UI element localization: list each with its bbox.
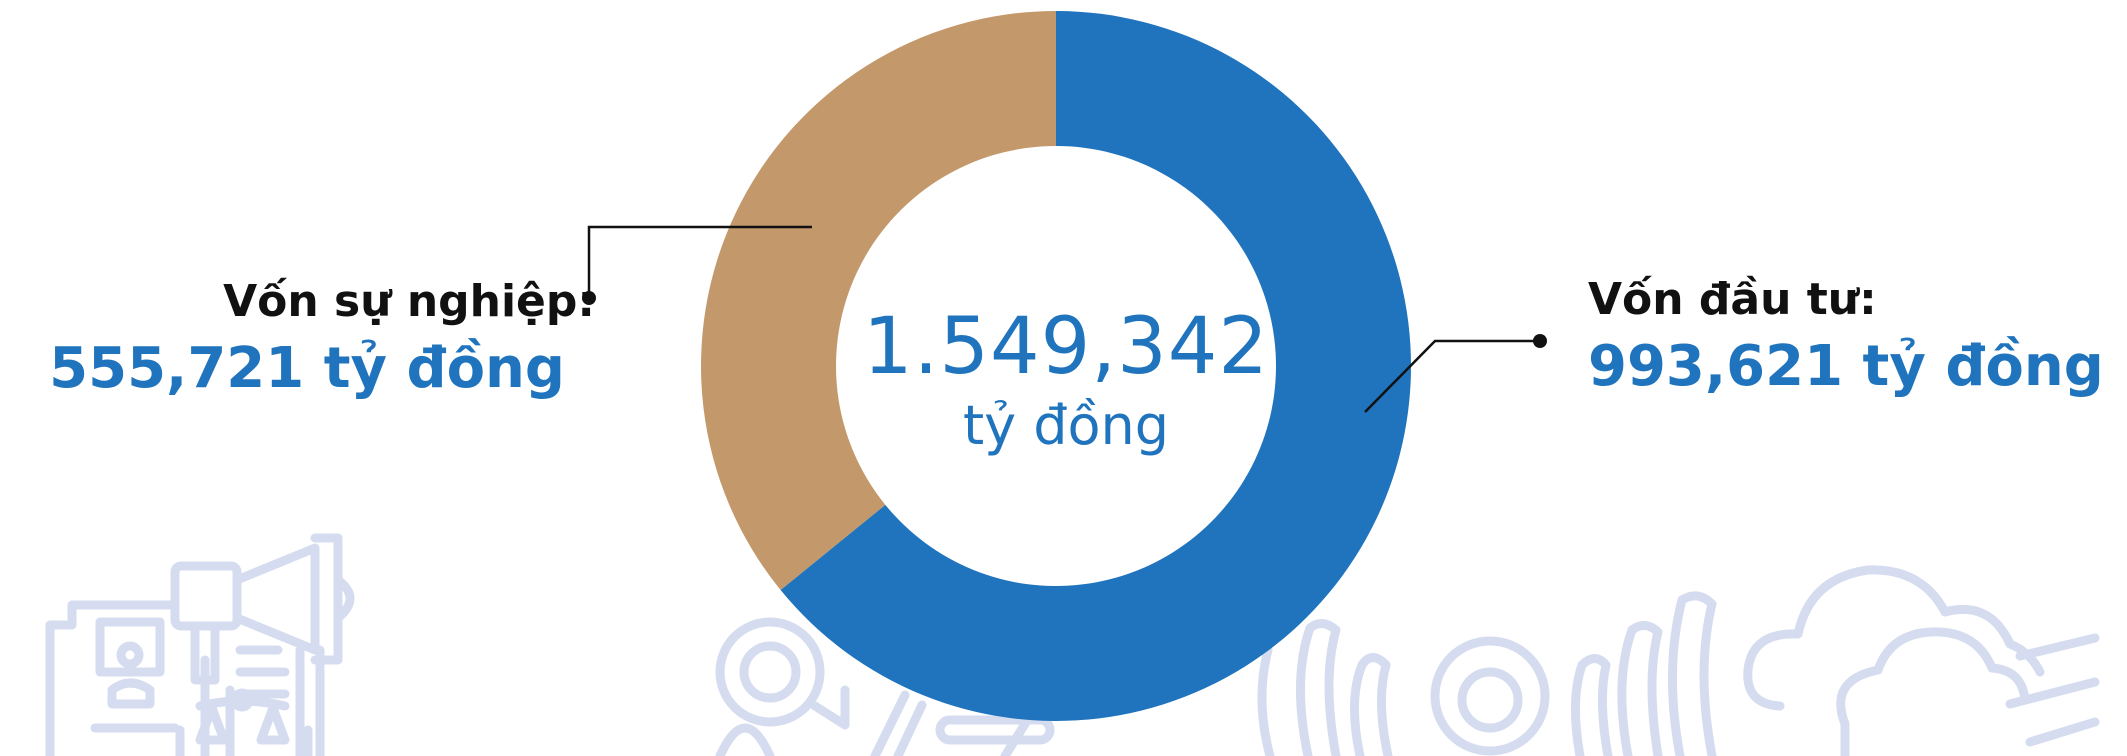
callout-lines	[582, 225, 1547, 413]
leader-line-von-dau-tu	[1364, 339, 1540, 413]
justice-scale-icon	[175, 688, 313, 756]
leader-dot-von-su-nghiep	[582, 291, 596, 305]
donut-slice-1	[700, 11, 1057, 591]
donut-slice-0	[780, 11, 1411, 721]
id-card-icon	[45, 600, 180, 756]
donut-center-total: 1.549,342	[863, 302, 1269, 392]
leader-dot-von-dau-tu	[1533, 334, 1547, 348]
donut-center-unit: tỷ đồng	[962, 394, 1170, 457]
slice-label-von-dau-tu: Vốn đầu tư:	[1588, 274, 1877, 325]
signal-waves-icon	[1257, 591, 1717, 756]
decor-icons	[45, 533, 2100, 756]
slice-label-von-su-nghiep: Vốn sự nghiệp:	[223, 276, 595, 327]
slice-value-von-dau-tu: 993,621 tỷ đồng	[1588, 334, 2104, 399]
donut-chart	[700, 11, 1411, 721]
cloud-icon	[1743, 565, 2100, 756]
leader-line-von-su-nghiep	[587, 225, 812, 298]
slice-value-von-su-nghiep: 555,721 tỷ đồng	[49, 336, 565, 401]
